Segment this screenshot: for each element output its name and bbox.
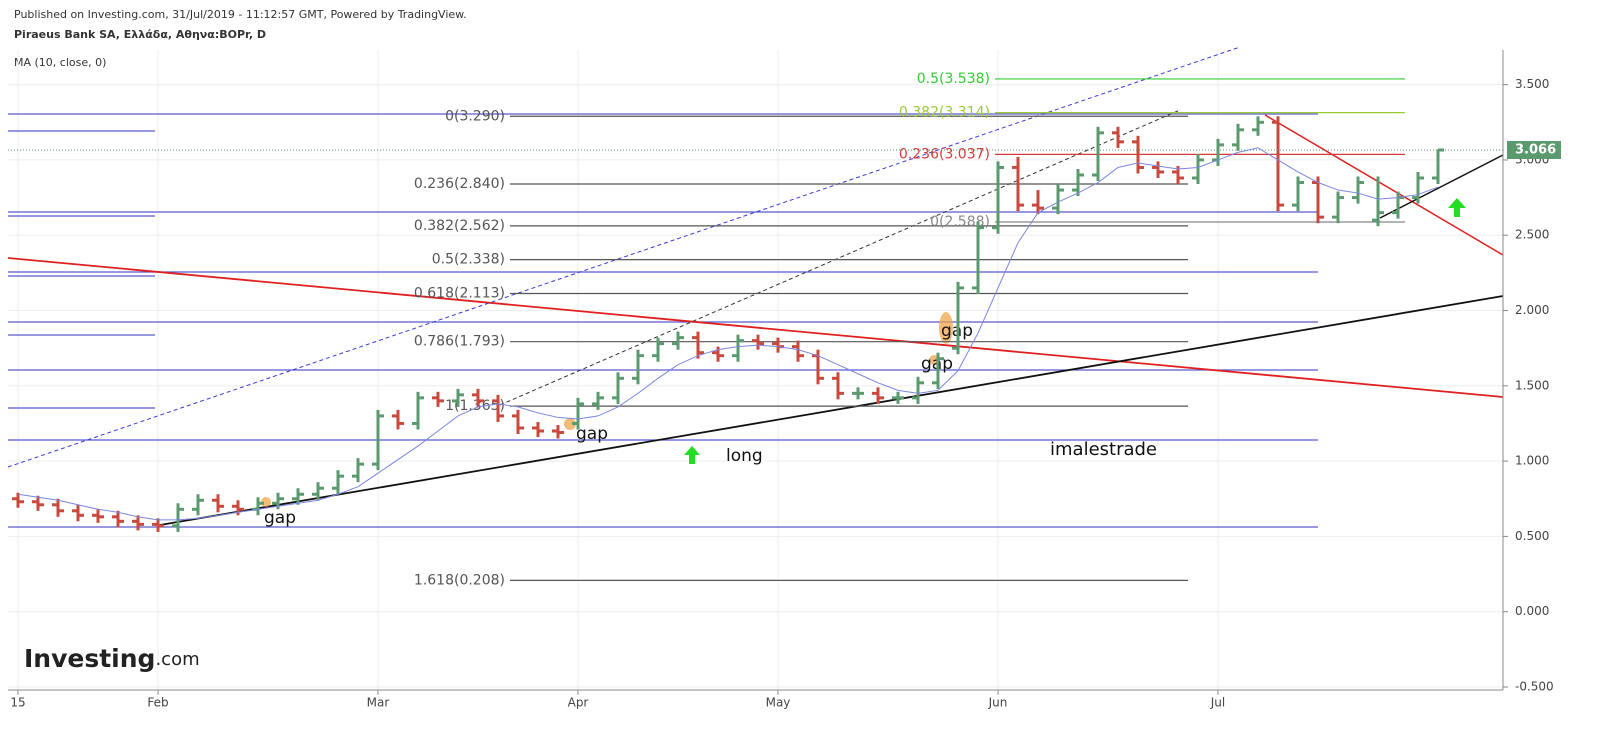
indicator: MA (10, close, 0): [14, 56, 106, 69]
y-tick-label: 1.500: [1515, 378, 1549, 392]
x-tick-label: May: [766, 696, 791, 710]
logo: Investing.com: [24, 644, 200, 673]
y-tick-label: 2.000: [1515, 303, 1549, 317]
published: Published on Investing.com, 31/Jul/2019 …: [14, 8, 467, 21]
logo-brand: Investing: [24, 644, 155, 673]
x-tick-label: 15: [10, 696, 25, 710]
logo-suffix: .com: [155, 649, 199, 670]
ma-line: [17, 147, 1439, 521]
fib-label: 0.236(2.840): [414, 176, 505, 192]
y-tick-label: 0.000: [1515, 604, 1549, 618]
y-tick-label: -0.500: [1515, 679, 1554, 693]
y-tick-label: 0.500: [1515, 529, 1549, 543]
fib-label: 0.5(3.538): [917, 71, 990, 87]
fib-label: 0.5(2.338): [432, 252, 505, 268]
y-tick-label: 1.000: [1515, 454, 1549, 468]
x-tick-label: Apr: [568, 696, 589, 710]
x-tick-label: Jun: [988, 696, 1008, 710]
y-tick-label: 2.500: [1515, 228, 1549, 242]
fib-label: 0.382(3.314): [899, 105, 990, 121]
annotation: long: [726, 446, 763, 466]
last-price-box: [1507, 140, 1561, 159]
fib-label: 0.382(2.562): [414, 218, 505, 234]
annotation: gap: [576, 424, 608, 444]
x-tick-label: Jul: [1210, 696, 1225, 710]
x-tick-label: Feb: [147, 696, 168, 710]
y-tick-label: 3.500: [1515, 77, 1549, 91]
fib-label: 1.618(0.208): [414, 572, 505, 588]
annotation: imalestrade: [1050, 439, 1157, 460]
fib-label: 0.618(2.113): [414, 286, 505, 302]
last-price-label: 3.066: [1515, 142, 1556, 157]
fib-label: 0(3.290): [445, 108, 505, 124]
fib-label: 0.786(1.793): [414, 334, 505, 350]
fib-label: 1(1.365): [445, 398, 505, 414]
fib-label: 0.236(3.037): [899, 146, 990, 162]
annotation: gap: [264, 508, 296, 528]
fib-label: 0(2.588): [930, 214, 990, 230]
x-tick-label: Mar: [367, 696, 390, 710]
symbol: Piraeus Bank SA, Ελλάδα, Αθηνα:BOPr, D: [14, 28, 266, 41]
drawings: [7, 46, 1504, 691]
